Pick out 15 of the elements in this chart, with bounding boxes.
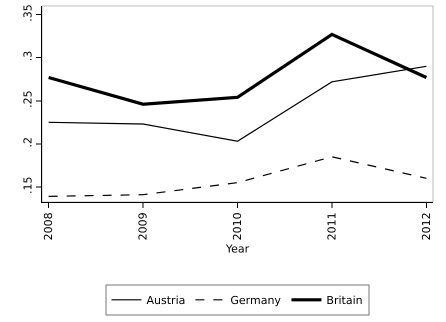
x-tick-label: 2012 — [420, 212, 433, 240]
y-tick-label: .25 — [22, 90, 35, 108]
x-tick-label: 2010 — [231, 212, 244, 240]
y-tick-label: .3 — [22, 50, 35, 62]
legend-label: Austria — [146, 294, 186, 308]
x-tick-label: 2009 — [136, 212, 150, 240]
legend-label: Germany — [230, 294, 282, 308]
y-tick-label: .15 — [22, 176, 35, 194]
x-tick-label: 2011 — [326, 212, 339, 240]
y-tick-label: .35 — [22, 4, 35, 22]
x-tick-label: 2008 — [42, 212, 56, 240]
line-series — [48, 156, 427, 197]
y-tick-label: .2 — [22, 136, 35, 148]
x-axis-title: Year — [224, 242, 250, 256]
legend-label: Britain — [326, 294, 363, 308]
